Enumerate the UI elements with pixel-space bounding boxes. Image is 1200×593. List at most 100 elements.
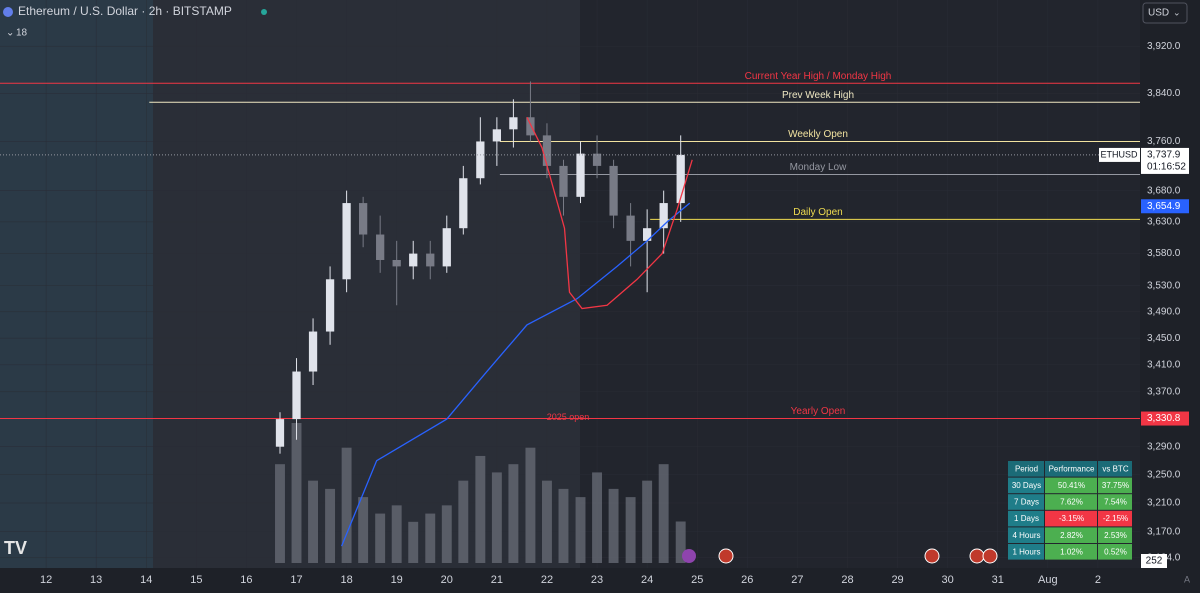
table-cell-text: 37.75% [1102,481,1129,490]
table-header: vs BTC [1102,464,1128,473]
volume-bar [275,464,285,563]
price-tag [1141,147,1189,174]
y-tick-label: 3,840.0 [1147,88,1181,99]
candle-body [526,117,535,136]
candle-body [442,228,451,267]
candle-body [659,203,668,229]
volume-bar [642,480,653,563]
event-icons [682,548,998,564]
y-tick-label: 3,210.0 [1147,498,1181,509]
candle-body [426,253,435,267]
candle-body [325,279,335,332]
indicator-toggle[interactable]: ⌄ [6,28,14,39]
candle-body [342,203,351,280]
volume-bar [525,447,536,563]
x-tick-label: 23 [591,574,603,586]
table-header: Period [1015,464,1038,473]
table-cell-text: 30 Days [1012,481,1041,490]
volume-bar [658,464,669,563]
volume-bar [425,513,436,563]
symbol-title[interactable]: Ethereum / U.S. Dollar · 2h · BITSTAMP [18,4,232,18]
y-tick-label: 3,410.0 [1147,359,1181,370]
volume-bar [341,447,352,563]
status-dot [261,9,267,15]
session-shade [0,0,153,568]
candle-body [509,117,518,130]
plot: Current Year High / Monday High Prev Week… [0,0,1140,568]
y-tick-label: 3,580.0 [1147,248,1181,259]
price-tag-label: 3,330.8 [1147,413,1181,424]
candle-body [476,141,485,179]
volume-bar [625,497,636,563]
event-icon[interactable] [924,548,940,564]
x-tick-label: 20 [441,574,453,586]
event-icon[interactable] [982,548,998,564]
volume-tag [1141,554,1167,568]
auto-scale[interactable]: A [1184,574,1190,584]
price-tag [1141,411,1189,426]
volume-bar [542,480,552,563]
level-label: Yearly Open [791,406,846,417]
x-tick-label: 21 [491,574,503,586]
performance-table: Period Performance vs BTC 30 Days 50.41% 37.7… [1008,461,1132,560]
table-cell [1098,494,1132,510]
candle-body [359,203,368,235]
y-tick-label: 3,290.0 [1147,441,1181,452]
x-tick-label: 14 [140,574,152,586]
event-icon[interactable] [718,548,734,564]
x-tick-label: 16 [240,574,252,586]
x-tick-label: 15 [190,574,202,586]
event-icon[interactable] [682,549,696,563]
x-tick-label: 22 [541,574,553,586]
x-tick-label: 25 [691,574,703,586]
candle-body [292,371,301,420]
table-cell [1045,494,1097,510]
event-icon[interactable] [969,548,985,564]
table-cell-text: 1 Hours [1012,547,1040,556]
x-tick-label: 24 [641,574,653,586]
currency-caret[interactable]: ⌄ [1173,7,1181,17]
y-tick-label: 3,680.0 [1147,185,1181,196]
candle-body [492,129,502,142]
volume-bar [358,497,369,563]
table-cell [1098,510,1132,527]
table-cell [1098,544,1132,560]
level-label: Current Year High / Monday High [745,71,892,82]
volume-bar [592,472,603,563]
currency-label[interactable]: USD [1148,8,1169,19]
level-label: Prev Week High [782,90,854,101]
volume-bar [458,480,469,563]
volume-bar [291,423,302,563]
symbol-icon [3,7,13,17]
x-tick-label: 2 [1095,574,1101,586]
x-tick-label: 31 [992,574,1004,586]
x-tick-label: 19 [391,574,403,586]
table-cell-text: 1.02% [1060,547,1083,556]
table-cell-text: 2.53% [1104,531,1127,540]
indicator-count[interactable]: 18 [16,28,28,39]
table-cell [1045,510,1097,527]
level-label: Monday Low [790,162,847,173]
table-cell [1098,477,1132,494]
table-cell-text: -3.15% [1059,514,1084,523]
x-tick-label: 30 [942,574,954,586]
indicator-line [526,116,693,310]
volume-bar [475,455,486,563]
table-header-cell [1008,461,1044,477]
x-tick-label: 28 [841,574,853,586]
table-cell-text: 2.82% [1060,531,1083,540]
currency-button[interactable] [1142,2,1188,24]
table-cell-text: 7.54% [1104,498,1127,507]
countdown-label: 01:16:52 [1147,162,1186,173]
candle-body [643,228,652,241]
x-tick-label: Aug [1038,574,1058,586]
y-tick-label: 3,630.0 [1147,217,1181,228]
level-note: 2025 open [547,412,590,422]
table-cell-text: -2.15% [1103,514,1128,523]
table-cell-text: 7.62% [1060,498,1083,507]
price-axis-bg [1140,0,1200,593]
candle-body [459,178,468,229]
price-tag-label: 3,654.9 [1147,201,1181,212]
volume-tag-label: 252 [1146,556,1163,567]
volume-bar [408,521,419,563]
